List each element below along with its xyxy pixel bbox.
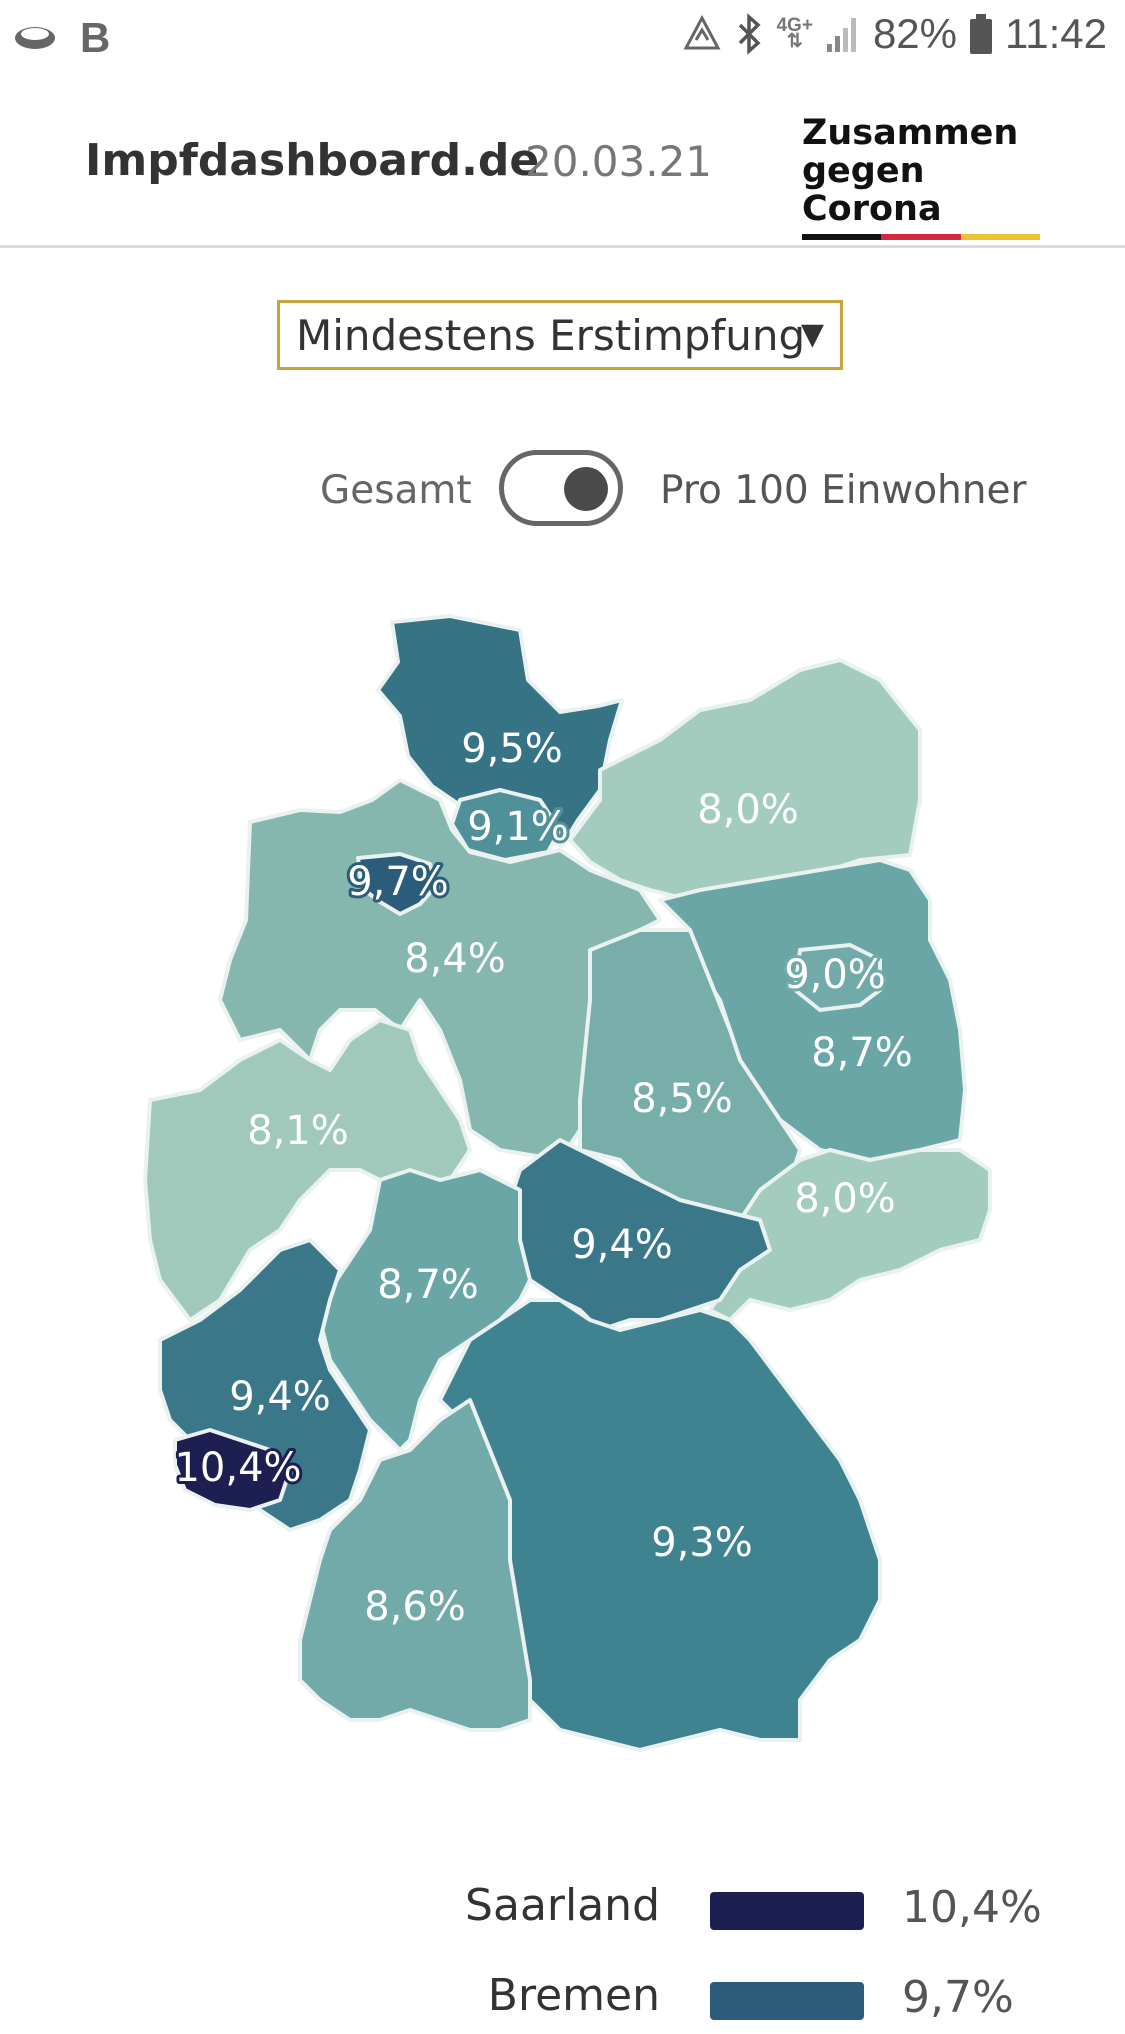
brand-link[interactable]: Impfdashboard.de (85, 135, 540, 186)
bluetooth-icon (739, 13, 762, 55)
toggle-label-pro-100[interactable]: Pro 100 Einwohner (660, 468, 1027, 513)
region-baden-wuerttemberg[interactable] (298, 1398, 532, 1732)
legend-row: Saarland 10,4% (0, 1874, 1125, 1944)
region-saarland[interactable] (173, 1428, 292, 1512)
label-bayern: 9,3% (651, 1520, 753, 1566)
data-saver-icon (683, 14, 721, 50)
label-sachsen-anhalt: 8,5% (631, 1076, 733, 1122)
legend-value: 9,7% (902, 1972, 1014, 2023)
label-sachsen: 8,0% (794, 1176, 896, 1222)
legend-state-name: Bremen (487, 1970, 660, 2021)
logo-flag-bar (802, 234, 1040, 240)
toggle-label-gesamt[interactable]: Gesamt (320, 468, 472, 513)
network-type: 4G+ ⇅ (776, 15, 813, 52)
chevron-down-icon: ▼ (800, 317, 824, 352)
region-bremen[interactable] (356, 852, 438, 916)
data-date: 20.03.21 (525, 137, 713, 186)
legend-bar (710, 1982, 864, 2020)
label-baden-wuerttemberg: 8,6% (364, 1584, 466, 1630)
germany-vaccination-map: 9,5% 9,1% 8,0% 9,7% 8,4% 9,0% 8,7% 8,5% … (143, 614, 992, 1752)
label-bremen: 9,7% (347, 859, 449, 905)
toggle-knob (564, 467, 608, 511)
clock: 11:42 (1005, 10, 1107, 57)
label-rheinland-pfalz: 9,4% (229, 1374, 331, 1420)
region-thueringen[interactable] (508, 1138, 772, 1332)
label-niedersachsen: 8,4% (404, 936, 506, 982)
label-brandenburg: 8,7% (811, 1030, 913, 1076)
legend-bar (710, 1892, 864, 1930)
battery-percent: 82% (872, 10, 957, 57)
logo-line-2: gegen Corona (802, 151, 942, 229)
app-header: Impfdashboard.de 20.03.21 Zusammen gegen… (0, 80, 1125, 248)
legend-value: 10,4% (902, 1882, 1042, 1933)
region-berlin[interactable] (793, 943, 882, 1012)
legend-row: Bremen 9,7% (0, 1964, 1125, 2034)
region-mecklenburg-vorpommern[interactable] (568, 658, 922, 902)
label-hessen: 8,7% (377, 1262, 479, 1308)
notification-letter: B (80, 14, 111, 61)
legend-state-name: Saarland (465, 1880, 660, 1931)
label-mecklenburg-vorpommern: 8,0% (697, 787, 799, 833)
battery-icon (970, 14, 992, 54)
label-schleswig-holstein: 9,5% (461, 726, 563, 772)
select-value: Mindestens Erstimpfung (296, 310, 806, 360)
zusammen-gegen-corona-logo[interactable]: Zusammen gegen Corona (802, 114, 1040, 240)
toggle-row: Gesamt Pro 100 Einwohner (0, 450, 1125, 534)
label-nordrhein-westfalen: 8,1% (247, 1108, 349, 1154)
status-bar: B 4G+ ⇅ 82% 11:42 (0, 0, 1125, 80)
signal-icon (826, 18, 856, 52)
label-hamburg: 9,1% (467, 804, 569, 850)
region-schleswig-holstein[interactable] (376, 614, 624, 848)
label-berlin: 9,0% (784, 952, 886, 998)
label-saarland: 10,4% (174, 1445, 301, 1491)
logo-line-1: Zusammen (802, 113, 1019, 153)
per-capita-toggle[interactable] (499, 450, 623, 526)
cloud-app-icon (15, 27, 55, 49)
vaccination-type-select[interactable]: Mindestens Erstimpfung ▼ (277, 300, 843, 370)
label-thueringen: 9,4% (571, 1222, 673, 1268)
